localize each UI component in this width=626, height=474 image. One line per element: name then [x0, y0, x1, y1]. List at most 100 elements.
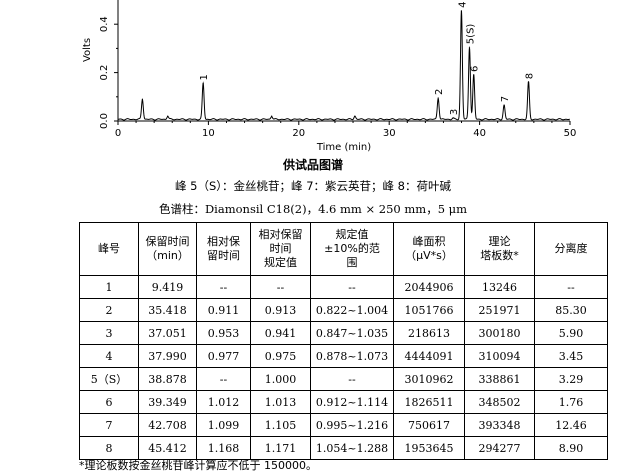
x-tick-label: 40 [473, 128, 486, 139]
table-cell: 0.941 [250, 321, 311, 345]
table-cell: 8.90 [534, 436, 608, 460]
footnote: *理论板数按金丝桃苷峰计算应不低于 150000。 [79, 459, 317, 472]
y-tick-label: 0.4 [99, 16, 110, 32]
table-cell: 9.419 [138, 275, 197, 299]
column-header: 分离度 [534, 222, 608, 276]
table-cell: 0.995~1.216 [310, 413, 394, 437]
signal-trace [117, 10, 571, 121]
table-cell: 1.105 [250, 413, 311, 437]
x-axis-title: Time (min) [316, 142, 371, 153]
table-cell: 1.168 [196, 436, 251, 460]
peak-label: 2 [434, 89, 445, 95]
chromatogram-svg: 0 10 20 30 40 50 0.0 0.2 0.4 Time (min) Volts 1 2 3 4 5… [82, 0, 577, 153]
table-row: 1 9.419 -- -- -- 2044906 13246 -- [79, 275, 608, 299]
table-body: 1 9.419 -- -- -- 2044906 13246 -- 2 35.418 0.911 0.… [79, 275, 608, 460]
table-cell: -- [310, 275, 394, 299]
table-cell: 38.878 [138, 367, 197, 391]
table-row: 6 39.349 1.012 1.013 0.912~1.114 1826511 34850… [79, 390, 608, 414]
column-header: 保留时间 （min） [138, 222, 197, 276]
table-cell: 1.76 [534, 390, 608, 414]
table-cell: 1.000 [250, 367, 311, 391]
column-header: 相对保留 时间 规定值 [250, 222, 311, 276]
peak-marker [468, 46, 471, 48]
peak-label: 5(S) [465, 24, 476, 45]
table-cell: 5（S） [79, 367, 139, 391]
column-header: 相对保 留时间 [196, 222, 251, 276]
table-cell: 39.349 [138, 390, 197, 414]
x-tick-label: 50 [564, 128, 577, 139]
peak-label: 3 [449, 109, 460, 115]
peak-marker [473, 74, 475, 76]
table-cell: 393348 [464, 413, 535, 437]
table-cell: 338861 [464, 367, 535, 391]
table-cell: 42.708 [138, 413, 197, 437]
table-cell: 1.054~1.288 [310, 436, 394, 460]
table-cell: 1051766 [393, 298, 465, 322]
column-header: 理论 塔板数* [464, 222, 535, 276]
x-tick-label: 0 [115, 128, 121, 139]
peak-marker [141, 98, 144, 100]
peak-label: 1 [199, 74, 210, 80]
peak-marker [354, 115, 356, 117]
table-cell: 3.29 [534, 367, 608, 391]
table-cell: 4 [79, 344, 139, 368]
table-cell: 2044906 [393, 275, 465, 299]
table-row: 5（S） 38.878 -- 1.000 -- 3010962 338861 3.29 [79, 367, 608, 391]
y-axis-title: Volts [82, 38, 93, 62]
table-cell: 7 [79, 413, 139, 437]
table-cell: -- [196, 275, 251, 299]
x-tick-label: 20 [292, 128, 305, 139]
peak-label: 7 [500, 96, 511, 102]
table-cell: 85.30 [534, 298, 608, 322]
table-cell: 310094 [464, 344, 535, 368]
chromatogram-chart: 0 10 20 30 40 50 0.0 0.2 0.4 Time (min) Volts 1 2 3 4 5… [0, 0, 626, 155]
table-cell: 1.013 [250, 390, 311, 414]
table-cell: 13246 [464, 275, 535, 299]
table-cell: 1.099 [196, 413, 251, 437]
table-cell: 218613 [393, 321, 465, 345]
y-tick-label: 0.2 [99, 65, 110, 81]
table-cell: -- [534, 275, 608, 299]
peak-marker [460, 10, 463, 12]
table-cell: 0.953 [196, 321, 251, 345]
table-cell: 0.913 [250, 298, 311, 322]
table-cell: 3010962 [393, 367, 465, 391]
x-tick-label: 30 [383, 128, 396, 139]
table-cell: -- [250, 275, 311, 299]
peak-legend: 峰 5（S）：金丝桃苷；峰 7：紫云英苷；峰 8：荷叶碱 [175, 179, 451, 193]
table-cell: 3 [79, 321, 139, 345]
table-cell: 0.911 [196, 298, 251, 322]
peak-label: 8 [525, 73, 536, 79]
figure-title: 供试品图谱 [282, 158, 343, 172]
column-info: 色谱柱：Diamonsil C18(2)，4.6 mm × 250 mm，5 μ… [158, 202, 468, 216]
peak-label: 4 [457, 2, 468, 8]
table-cell: 1.171 [250, 436, 311, 460]
table-cell: 1953645 [393, 436, 465, 460]
table-row: 8 45.412 1.168 1.171 1.054~1.288 1953645 29427… [79, 436, 608, 460]
table-cell: 0.912~1.114 [310, 390, 394, 414]
peak-marker [271, 115, 273, 117]
table-cell: 4444091 [393, 344, 465, 368]
table-cell: 0.975 [250, 344, 311, 368]
peak-marker [503, 104, 505, 106]
y-tick-label: 0.0 [99, 113, 110, 129]
peak-marker [167, 115, 169, 117]
table-cell: -- [196, 367, 251, 391]
table-row: 3 37.051 0.953 0.941 0.847~1.035 218613 300180… [79, 321, 608, 345]
peak-marker [202, 82, 204, 85]
table-cell: 6 [79, 390, 139, 414]
table-cell: 348502 [464, 390, 535, 414]
table-header-row: 峰号 保留时间 （min） 相对保 留时间 相对保留 时间 规定值 规定值 ±10%的范… [79, 222, 608, 276]
table-cell: 300180 [464, 321, 535, 345]
table-row: 7 42.708 1.099 1.105 0.995~1.216 750617 393348… [79, 413, 608, 437]
table-cell: 1 [79, 275, 139, 299]
table-cell: 5.90 [534, 321, 608, 345]
table-row: 2 35.418 0.911 0.913 0.822~1.004 1051766 25197… [79, 298, 608, 322]
table-cell: 0.822~1.004 [310, 298, 394, 322]
peak-data-table: 峰号 保留时间 （min） 相对保 留时间 相对保留 时间 规定值 规定值 ±10%的范… [79, 222, 608, 460]
table-cell: 1826511 [393, 390, 465, 414]
column-header: 规定值 ±10%的范 围 [310, 222, 394, 276]
table-cell: 37.990 [138, 344, 197, 368]
peak-marker [527, 81, 530, 83]
table-cell: 1.012 [196, 390, 251, 414]
